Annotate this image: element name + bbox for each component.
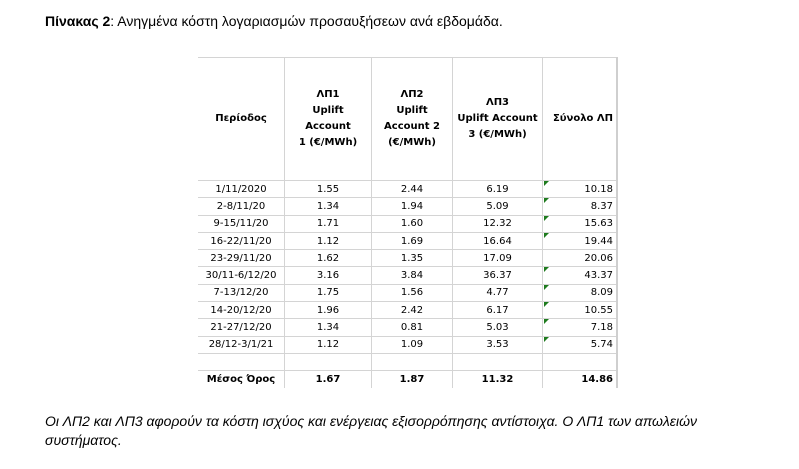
table-cell: 43.37 — [542, 266, 618, 285]
table-cell: 6.17 — [452, 301, 543, 320]
table-cell: 2-8/11/20 — [198, 197, 285, 216]
table-cell — [284, 352, 372, 372]
table-row: 7-13/12/20 1.75 1.56 4.77 8.09 — [198, 283, 618, 303]
table-cell: 1.35 — [371, 249, 453, 268]
table-row: 30/11-6/12/20 3.16 3.84 36.37 43.37 — [198, 266, 618, 285]
column-header: Περίοδος — [198, 57, 285, 181]
table-cell: 8.09 — [542, 283, 618, 303]
table-cell: 1.94 — [371, 197, 453, 216]
column-header-line: Περίοδος — [215, 113, 267, 124]
table-cell: 16-22/11/20 — [198, 231, 285, 251]
table-cell: 20.06 — [542, 249, 618, 268]
table-row: 16-22/11/20 1.12 1.69 16.64 19.44 — [198, 231, 618, 251]
column-header-line: Uplift — [396, 105, 428, 116]
table-cell: 5.03 — [452, 318, 543, 337]
table-cell: 6.19 — [452, 179, 543, 199]
empty-row — [198, 352, 618, 372]
column-header: ΛΠ1 Uplift Account 1 (€/MWh) — [284, 57, 372, 181]
table-cell: 1.62 — [284, 249, 372, 268]
table-cell: 30/11-6/12/20 — [198, 266, 285, 285]
table-cell: 5.74 — [542, 335, 618, 354]
caption-text: : Ανηγμένα κόστη λογαριασμών προσαυξήσεω… — [110, 13, 503, 29]
column-header: ΛΠ3 Uplift Account 3 (€/MWh) — [452, 57, 543, 181]
table-caption: Πίνακας 2: Ανηγμένα κόστη λογαριασμών πρ… — [45, 13, 503, 29]
table-cell: 5.09 — [452, 197, 543, 216]
table-cell: 1.34 — [284, 318, 372, 337]
column-header: Σύνολο ΛΠ — [542, 57, 618, 181]
table-cell: 7-13/12/20 — [198, 283, 285, 303]
table-cell: 3.16 — [284, 266, 372, 285]
table-row: 21-27/12/20 1.34 0.81 5.03 7.18 — [198, 318, 618, 337]
column-header-line: 1 (€/MWh) — [298, 137, 358, 148]
uplift-costs-table: Περίοδος ΛΠ1 Uplift Account 1 (€/MWh) ΛΠ2 Upl… — [198, 57, 618, 389]
header-row: Περίοδος ΛΠ1 Uplift Account 1 (€/MWh) ΛΠ2 Upl… — [198, 57, 618, 181]
table-cell: 21-27/12/20 — [198, 318, 285, 337]
table-cell — [198, 352, 285, 372]
table-cell: 3.53 — [452, 335, 543, 354]
table-cell: 1.12 — [284, 335, 372, 354]
table-cell: 16.64 — [452, 231, 543, 251]
table-cell: 11.32 — [452, 370, 543, 389]
table-cell: 10.55 — [542, 301, 618, 320]
table-cell: 7.18 — [542, 318, 618, 337]
table-cell: 10.18 — [542, 179, 618, 199]
table-cell — [452, 352, 543, 372]
table-row: 23-29/11/20 1.62 1.35 17.09 20.06 — [198, 249, 618, 268]
table-cell — [371, 352, 453, 372]
table-cell: 19.44 — [542, 231, 618, 251]
table-cell: 1.09 — [371, 335, 453, 354]
table-cell: 36.37 — [452, 266, 543, 285]
table-cell: 0.81 — [371, 318, 453, 337]
table-cell: 8.37 — [542, 197, 618, 216]
table-cell: 1.69 — [371, 231, 453, 251]
column-header-line: (€/MWh) — [388, 137, 436, 148]
table-cell: 1.96 — [284, 301, 372, 320]
table-cell: 1.12 — [284, 231, 372, 251]
average-row: Μέσος Όρος 1.67 1.87 11.32 14.86 — [198, 370, 618, 389]
table-row: 1/11/2020 1.55 2.44 6.19 10.18 — [198, 179, 618, 199]
table-cell: 14-20/12/20 — [198, 301, 285, 320]
column-header: ΛΠ2 Uplift Account 2 (€/MWh) — [371, 57, 453, 181]
table-row: 2-8/11/20 1.34 1.94 5.09 8.37 — [198, 197, 618, 216]
table-cell: 4.77 — [452, 283, 543, 303]
table-cell: 2.44 — [371, 179, 453, 199]
table-cell: 17.09 — [452, 249, 543, 268]
column-header-line: 3 (€/MWh) — [468, 129, 527, 140]
column-header-line: ΛΠ2 — [400, 89, 424, 100]
table-cell: 2.42 — [371, 301, 453, 320]
table-cell: 1.34 — [284, 197, 372, 216]
column-header-line: Uplift Account — [457, 113, 538, 124]
table-cell: 9-15/11/20 — [198, 214, 285, 233]
column-header-line: Account 2 — [384, 121, 440, 132]
column-header-line: Uplift Account — [305, 105, 351, 132]
table-cell: Μέσος Όρος — [198, 370, 285, 389]
table-cell: 1.55 — [284, 179, 372, 199]
table-cell: 1/11/2020 — [198, 179, 285, 199]
table-cell — [542, 352, 618, 372]
table-cell: 14.86 — [542, 370, 618, 389]
table-row: 9-15/11/20 1.71 1.60 12.32 15.63 — [198, 214, 618, 233]
table-cell: 1.75 — [284, 283, 372, 303]
table-row: 14-20/12/20 1.96 2.42 6.17 10.55 — [198, 301, 618, 320]
table-cell: 1.87 — [371, 370, 453, 389]
table-cell: 23-29/11/20 — [198, 249, 285, 268]
table-cell: 1.56 — [371, 283, 453, 303]
table-cell: 28/12-3/1/21 — [198, 335, 285, 354]
table-row: 28/12-3/1/21 1.12 1.09 3.53 5.74 — [198, 335, 618, 354]
column-header-line: ΛΠ1 — [316, 89, 340, 100]
caption-label: Πίνακας 2 — [45, 13, 111, 29]
table-cell: 3.84 — [371, 266, 453, 285]
table-cell: 1.67 — [284, 370, 372, 389]
table-cell: 12.32 — [452, 214, 543, 233]
column-header-line: ΛΠ3 — [485, 97, 510, 108]
column-header-line: Σύνολο ΛΠ — [552, 113, 613, 124]
table-cell: 1.71 — [284, 214, 372, 233]
table-cell: 1.60 — [371, 214, 453, 233]
footnote: Οι ΛΠ2 και ΛΠ3 αφορούν τα κόστη ισχύος κ… — [45, 413, 697, 448]
table-cell: 15.63 — [542, 214, 618, 233]
